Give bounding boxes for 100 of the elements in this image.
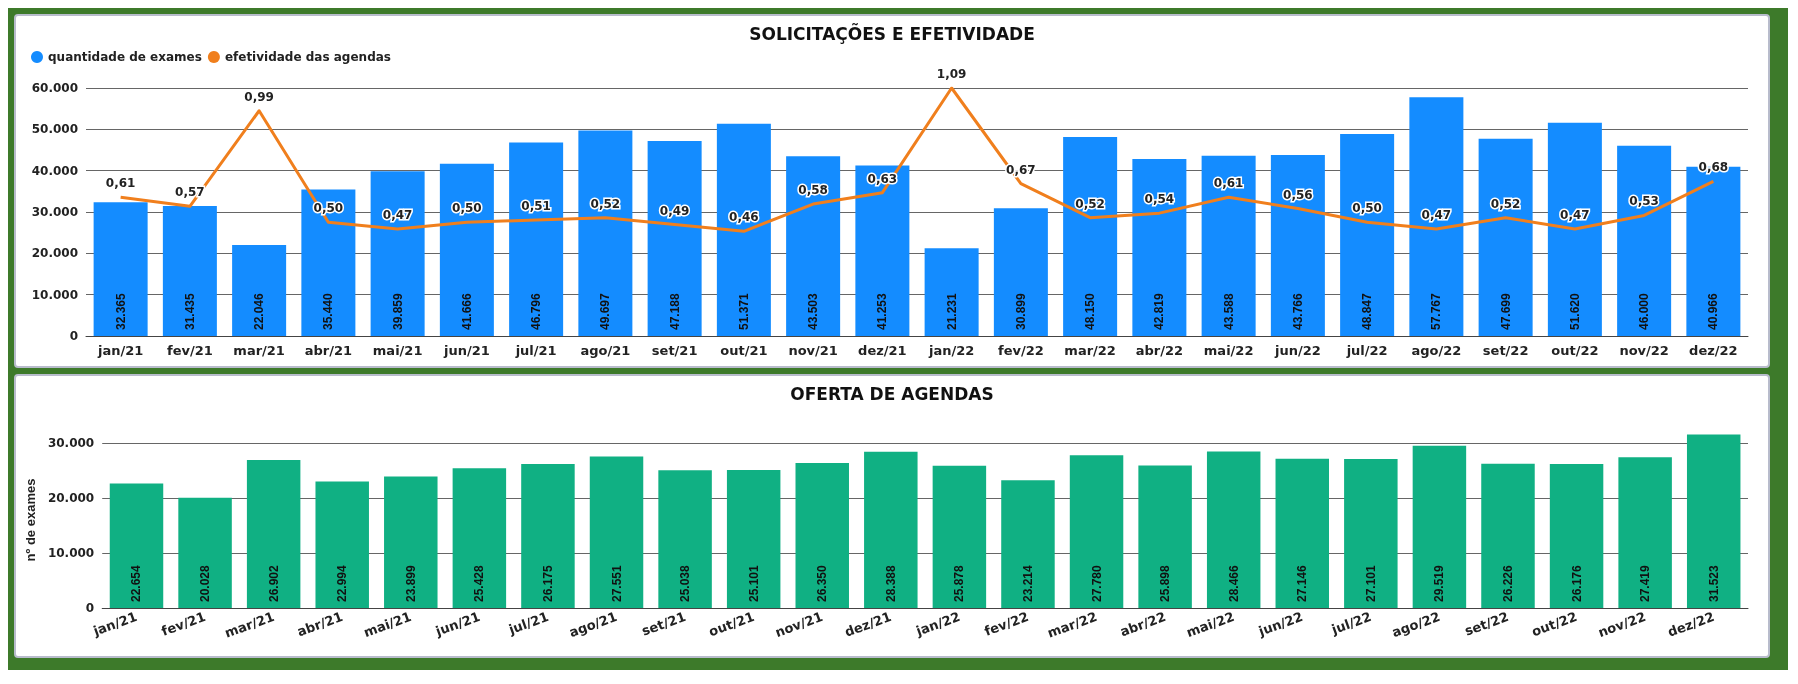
x-tick-label: out/21	[720, 343, 768, 358]
bar	[786, 156, 841, 336]
y-tick-label: 0	[85, 601, 95, 615]
data-label: 26.226	[1500, 564, 1515, 602]
data-label: 0,52	[590, 196, 621, 211]
data-label: 0,47	[382, 208, 413, 223]
x-tick-label: jul/22	[1345, 343, 1388, 358]
y-tick-label: 20.000	[47, 491, 95, 505]
bar	[1138, 465, 1192, 608]
bar	[1344, 458, 1398, 608]
bar	[993, 208, 1048, 336]
x-tick-label: out/22	[1551, 343, 1599, 358]
data-label: 23.214	[1020, 564, 1035, 602]
data-label: 31.523	[1706, 564, 1721, 602]
data-label: 41.666	[459, 292, 474, 330]
data-label: 25.898	[1158, 564, 1173, 602]
x-tick-label: nov/21	[788, 343, 838, 358]
data-label: 1,09	[936, 67, 967, 81]
bar	[589, 456, 644, 608]
x-tick-label: mai/21	[372, 343, 423, 358]
data-label: 27.780	[1089, 564, 1104, 602]
data-label: 21.231	[944, 292, 959, 330]
bar	[1201, 155, 1256, 336]
data-label: 0,61	[1213, 176, 1244, 191]
data-label: 43.503	[806, 292, 821, 330]
data-label: 0,52	[1490, 196, 1521, 211]
data-label: 22.994	[335, 564, 350, 602]
data-label: 0,99	[244, 89, 274, 104]
data-label: 0,51	[521, 198, 551, 213]
chart-title: OFERTA DE AGENDAS	[790, 383, 994, 404]
data-label: 47.699	[1498, 292, 1513, 330]
bar	[1409, 97, 1464, 336]
data-label: 46.796	[529, 292, 544, 330]
bar	[370, 171, 425, 336]
data-label: 20.028	[198, 564, 213, 602]
x-tick-label: ago/22	[1411, 343, 1462, 358]
data-label: 22.654	[129, 564, 144, 602]
bar	[315, 481, 369, 608]
bar	[1063, 136, 1118, 336]
bar	[509, 142, 564, 336]
x-tick-label: mar/22	[1064, 343, 1116, 358]
bar	[932, 465, 987, 608]
data-label: 27.101	[1363, 564, 1378, 602]
bar	[93, 202, 148, 336]
data-label: 0,58	[798, 183, 828, 198]
y-axis-title: nº de exames	[23, 478, 38, 562]
data-label: 43.588	[1221, 292, 1236, 330]
data-label: 41.253	[875, 292, 890, 330]
data-label: 27.146	[1295, 564, 1310, 602]
data-label: 47.188	[667, 292, 682, 330]
data-label: 32.365	[113, 292, 128, 330]
legend-label: efetividade das agendas	[224, 50, 391, 64]
bar	[301, 189, 356, 336]
bar	[1549, 464, 1604, 608]
chart-title: SOLICITAÇÕES E EFETIVIDADE	[749, 21, 1035, 44]
x-tick-label: jun/21	[442, 343, 490, 358]
y-tick-label: 40.000	[31, 163, 78, 178]
data-label: 0,52	[1075, 196, 1105, 211]
x-tick-label: abr/21	[304, 343, 353, 358]
bar	[578, 130, 633, 336]
data-label: 0,54	[1144, 192, 1175, 207]
x-tick-label: dez/22	[1689, 343, 1738, 358]
data-label: 0,61	[105, 176, 136, 191]
bar	[439, 163, 494, 336]
bar	[855, 165, 910, 336]
bar	[1132, 159, 1187, 336]
data-label: 40.966	[1706, 292, 1721, 330]
data-label: 0,50	[452, 201, 482, 216]
data-label: 25.101	[746, 564, 761, 602]
bar	[658, 470, 712, 608]
data-label: 0,50	[1352, 201, 1382, 216]
bar	[1270, 155, 1325, 336]
x-tick-label: mai/22	[1203, 343, 1254, 358]
bar	[162, 206, 217, 336]
y-tick-label: 50.000	[31, 122, 78, 137]
bar	[1275, 458, 1330, 608]
data-label: 25.878	[952, 564, 967, 602]
data-label: 39.859	[390, 292, 405, 330]
data-label: 31.435	[182, 292, 197, 330]
data-label: 46.000	[1637, 292, 1652, 330]
bar	[232, 244, 287, 336]
bar	[1481, 463, 1535, 608]
x-tick-label: jan/22	[927, 343, 975, 358]
bar	[647, 140, 702, 336]
bar	[726, 469, 781, 608]
data-label: 26.350	[815, 564, 830, 602]
x-tick-label: abr/22	[1135, 343, 1184, 358]
bar	[109, 483, 164, 608]
data-label: 57.767	[1429, 292, 1444, 330]
data-label: 49.697	[598, 292, 613, 330]
data-label: 25.038	[678, 564, 693, 602]
data-label: 48.847	[1360, 292, 1375, 330]
x-tick-label: ago/21	[580, 343, 631, 358]
data-label: 28.388	[883, 564, 898, 602]
bar	[864, 451, 918, 608]
data-label: 43.766	[1290, 292, 1305, 330]
bar	[178, 497, 232, 608]
bar	[1547, 122, 1602, 336]
bar	[384, 476, 438, 608]
data-label: 0,46	[729, 210, 759, 225]
